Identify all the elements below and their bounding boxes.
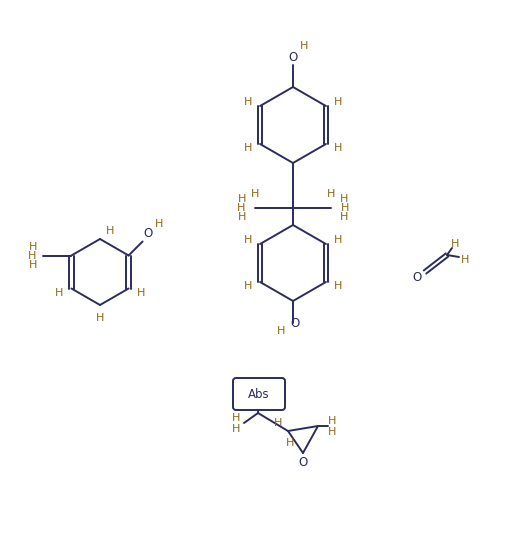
Text: H: H: [244, 235, 252, 245]
Text: H: H: [244, 97, 252, 107]
Text: H: H: [334, 281, 342, 291]
Text: H: H: [461, 255, 469, 265]
Text: O: O: [143, 227, 152, 240]
Text: H: H: [238, 194, 246, 204]
Text: H: H: [238, 212, 246, 222]
Text: H: H: [277, 326, 285, 336]
Text: O: O: [298, 456, 308, 470]
Text: H: H: [286, 438, 294, 448]
Text: H: H: [328, 416, 336, 426]
Text: H: H: [334, 97, 342, 107]
Text: H: H: [300, 41, 308, 51]
Text: H: H: [274, 418, 282, 428]
Text: H: H: [29, 241, 38, 251]
Text: Abs: Abs: [248, 388, 270, 401]
Text: H: H: [244, 281, 252, 291]
Text: H: H: [340, 212, 348, 222]
Text: H: H: [28, 250, 37, 261]
Text: H: H: [451, 239, 459, 249]
Text: H: H: [237, 203, 245, 213]
Text: O: O: [289, 50, 298, 64]
Text: H: H: [136, 287, 145, 297]
Text: H: H: [55, 287, 64, 297]
Text: H: H: [29, 259, 38, 270]
Text: H: H: [232, 424, 240, 434]
Text: O: O: [291, 317, 300, 330]
Text: H: H: [244, 143, 252, 153]
Text: H: H: [334, 235, 342, 245]
Text: H: H: [106, 226, 114, 236]
Text: O: O: [412, 271, 422, 284]
Text: H: H: [251, 189, 259, 199]
Text: H: H: [328, 427, 336, 437]
Text: H: H: [232, 413, 240, 423]
Text: H: H: [340, 194, 348, 204]
Text: H: H: [341, 203, 349, 213]
Text: H: H: [154, 218, 163, 228]
Text: H: H: [96, 313, 104, 323]
Text: H: H: [327, 189, 335, 199]
Text: H: H: [334, 143, 342, 153]
FancyBboxPatch shape: [233, 378, 285, 410]
